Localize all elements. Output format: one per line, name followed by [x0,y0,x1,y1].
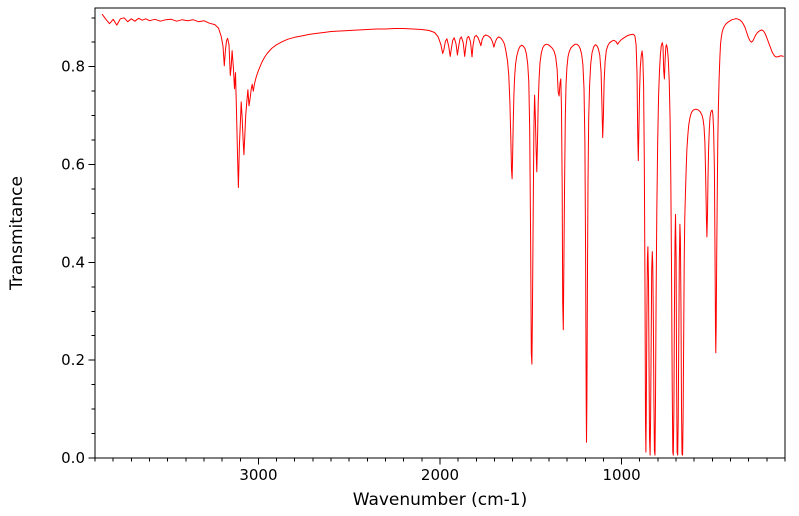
spectrum-line [101,13,784,456]
y-tick-label: 0.4 [61,253,85,271]
x-tick-label: 3000 [239,466,277,484]
x-tick-label: 1000 [602,466,640,484]
y-tick-label: 0.6 [61,156,85,174]
x-axis-label: Wavenumber (cm-1) [353,490,528,510]
y-tick-label: 0.0 [61,449,85,467]
axes-layer: 3000 2000 1000 0.0 0.2 0.4 0.6 0.8 [61,17,786,484]
y-tick-label: 0.8 [61,58,85,76]
y-tick-label: 0.2 [61,351,85,369]
y-axis-label: Transmitance [7,176,27,291]
x-tick-label: 2000 [421,466,459,484]
plot-frame [94,7,786,459]
